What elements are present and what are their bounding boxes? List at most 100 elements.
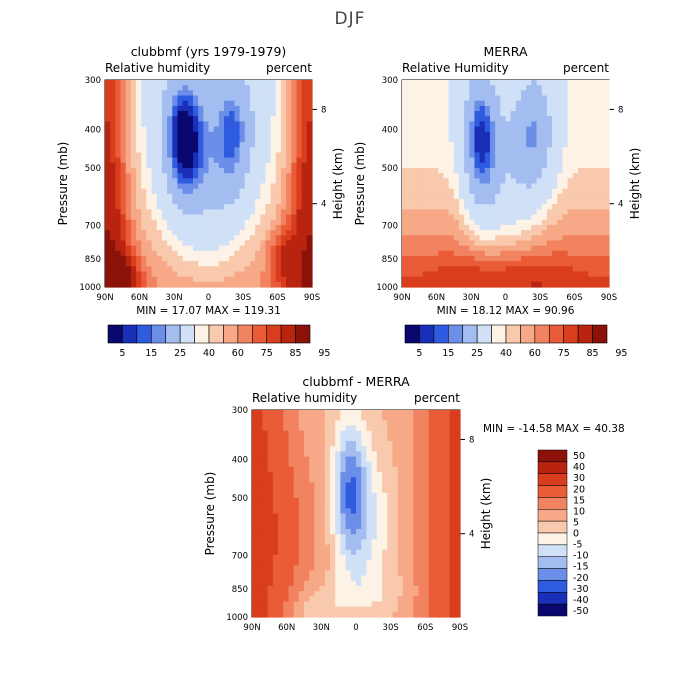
field-cell bbox=[278, 523, 284, 530]
field-cell bbox=[265, 131, 272, 138]
field-cell bbox=[115, 276, 122, 283]
field-cell bbox=[252, 539, 258, 546]
field-cell bbox=[449, 497, 456, 504]
field-cell bbox=[275, 95, 282, 102]
field-cell bbox=[192, 266, 199, 273]
field-cell bbox=[350, 606, 357, 613]
field-cell bbox=[557, 214, 564, 221]
field-cell bbox=[510, 199, 517, 205]
colorbar-label: 85 bbox=[587, 348, 599, 359]
x-tick-label: 90S bbox=[452, 623, 468, 633]
field-cell bbox=[130, 193, 137, 200]
field-cell bbox=[146, 261, 153, 267]
field-cell bbox=[577, 90, 584, 97]
field-cell bbox=[283, 534, 289, 540]
field-cell bbox=[526, 167, 532, 174]
field-cell bbox=[392, 441, 399, 447]
field-cell bbox=[413, 560, 419, 566]
field-cell bbox=[434, 549, 440, 556]
field-cell bbox=[417, 219, 424, 226]
field-cell bbox=[105, 136, 111, 143]
colorbar-swatch bbox=[179, 324, 195, 344]
field-cell bbox=[130, 214, 137, 221]
field-cell bbox=[454, 529, 461, 535]
field-cell bbox=[562, 162, 569, 169]
field-cell bbox=[366, 554, 373, 561]
field-cell bbox=[255, 116, 261, 122]
field-cell bbox=[161, 271, 168, 278]
field-cell bbox=[244, 147, 251, 154]
field-cell bbox=[105, 219, 111, 226]
field-cell bbox=[552, 240, 558, 247]
field-cell bbox=[453, 219, 460, 226]
field-cell bbox=[335, 606, 341, 613]
field-cell bbox=[583, 142, 589, 148]
field-cell bbox=[371, 456, 378, 463]
field-cell bbox=[280, 255, 287, 262]
field-cell bbox=[583, 152, 589, 159]
field-cell bbox=[562, 147, 569, 154]
field-cell bbox=[453, 224, 460, 231]
colorbar-swatch bbox=[280, 324, 296, 344]
field-cell bbox=[371, 472, 378, 478]
field-cell bbox=[418, 441, 425, 447]
field-cell bbox=[376, 446, 383, 452]
field-cell bbox=[366, 410, 373, 416]
field-cell bbox=[449, 554, 456, 561]
field-cell bbox=[283, 503, 289, 509]
colorbar-swatch bbox=[548, 324, 565, 344]
colorbar-label: 30 bbox=[573, 473, 585, 484]
field-cell bbox=[531, 136, 538, 143]
field-cell bbox=[407, 266, 413, 273]
field-cell bbox=[161, 111, 168, 117]
field-cell bbox=[110, 183, 116, 190]
field-cell bbox=[361, 441, 367, 447]
field-cell bbox=[330, 492, 336, 499]
field-cell bbox=[330, 456, 336, 463]
field-cell bbox=[469, 131, 476, 138]
field-cell bbox=[239, 126, 246, 133]
field-cell bbox=[474, 157, 481, 164]
field-cell bbox=[156, 219, 163, 226]
field-cell bbox=[382, 472, 388, 478]
field-cell bbox=[309, 466, 315, 473]
field-cell bbox=[130, 224, 137, 231]
field-cell bbox=[598, 199, 605, 205]
field-cell bbox=[510, 188, 517, 195]
field-cell bbox=[267, 503, 274, 509]
field-cell bbox=[531, 183, 538, 190]
field-cell bbox=[474, 261, 481, 267]
field-cell bbox=[567, 240, 574, 247]
field-cell bbox=[448, 131, 455, 138]
field-cell bbox=[526, 240, 532, 247]
field-cell bbox=[423, 549, 430, 556]
field-cell bbox=[464, 224, 470, 231]
field-cell bbox=[417, 235, 424, 242]
field-cell bbox=[361, 560, 367, 566]
field-cell bbox=[278, 601, 284, 608]
field-cell bbox=[583, 199, 589, 205]
field-cell bbox=[583, 250, 589, 257]
field-cell bbox=[428, 410, 435, 416]
field-cell bbox=[278, 570, 284, 577]
field-cell bbox=[257, 425, 263, 432]
field-cell bbox=[286, 105, 292, 112]
field-cell bbox=[306, 157, 313, 164]
field-cell bbox=[252, 596, 258, 603]
colorbar-label: 5 bbox=[416, 348, 422, 359]
field-cell bbox=[444, 497, 451, 504]
field-cell bbox=[262, 518, 269, 525]
field-cell bbox=[120, 183, 127, 190]
field-cell bbox=[304, 518, 310, 525]
field-cell bbox=[418, 461, 425, 468]
field-cell bbox=[177, 281, 184, 288]
field-cell bbox=[489, 199, 496, 205]
field-cell bbox=[177, 255, 184, 262]
field-cell bbox=[141, 121, 147, 128]
field-cell bbox=[593, 136, 600, 143]
colorbar-swatch bbox=[433, 324, 449, 344]
field-cell bbox=[229, 147, 235, 154]
field-cell bbox=[361, 518, 367, 525]
field-cell bbox=[361, 539, 367, 546]
field-cell bbox=[433, 167, 439, 174]
